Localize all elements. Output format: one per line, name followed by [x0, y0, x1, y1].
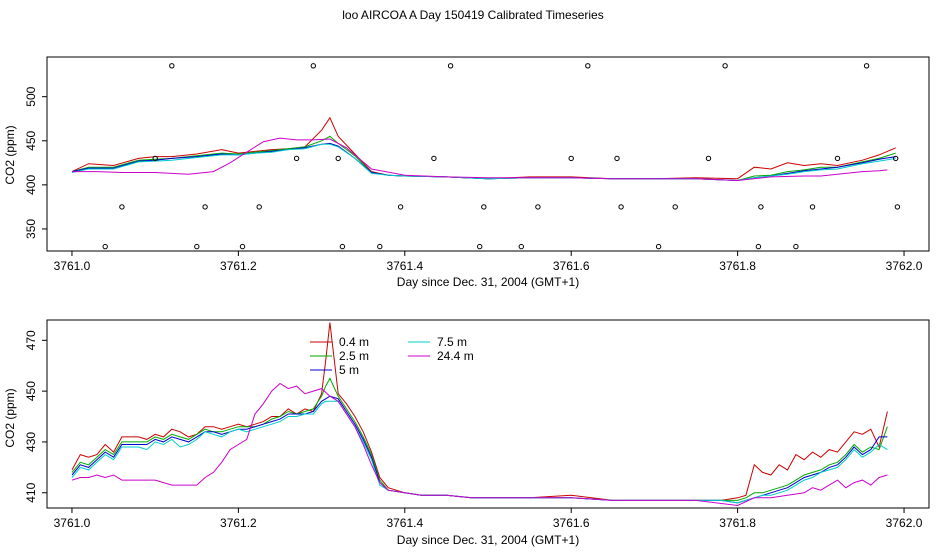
marker-point	[194, 243, 200, 250]
series-line-24-4-mm	[71, 382, 888, 507]
marker-point	[119, 204, 125, 210]
legend-label: 0.4 m	[339, 335, 369, 349]
marker-point	[518, 243, 524, 250]
marker-point	[293, 155, 300, 162]
y-tick-label: 450	[24, 130, 38, 150]
bottom-y-axis-label: CO2 (ppm)	[3, 388, 17, 447]
legend: 0.4 m2.5 m5 m 7.5 m24.4 m	[310, 335, 474, 377]
bottom-plot-frame	[46, 319, 930, 509]
top-y-ticks: 350 400 450 500	[24, 86, 47, 239]
marker-point	[310, 63, 316, 69]
top-x-ticks: 3761.0 3761.2 3761.4 3761.6 3761.8 3762.0	[54, 251, 923, 273]
series-line-0-4-mm	[71, 116, 896, 180]
x-tick-label: 3761.0	[54, 516, 91, 530]
top-markers-group	[102, 63, 901, 250]
x-tick-label: 3762.0	[886, 259, 923, 273]
marker-point	[335, 155, 341, 162]
marker-point	[722, 63, 728, 69]
marker-point	[809, 204, 816, 210]
top-plot-frame	[46, 56, 930, 252]
marker-point	[102, 243, 108, 250]
x-tick-label: 3761.2	[220, 259, 257, 273]
marker-point	[535, 204, 541, 210]
marker-point	[705, 155, 712, 162]
x-tick-label: 3761.8	[719, 259, 756, 273]
marker-point	[614, 155, 620, 162]
legend-label: 7.5 m	[437, 335, 467, 349]
marker-point	[618, 204, 624, 210]
y-tick-label: 400	[24, 175, 38, 195]
bottom-x-axis-label: Day since Dec. 31, 2004 (GMT+1)	[397, 533, 579, 547]
marker-point	[256, 204, 262, 210]
marker-point	[239, 243, 246, 250]
series-line-24-4-mm	[72, 137, 888, 182]
legend-label: 5 m	[339, 363, 359, 377]
y-tick-label: 430	[24, 432, 38, 452]
marker-point	[758, 204, 764, 210]
legend-label: 24.4 m	[437, 349, 474, 363]
y-tick-label: 470	[24, 330, 38, 350]
top-y-axis-label: CO2 (ppm)	[3, 125, 17, 184]
series-line-5-mm	[71, 395, 888, 504]
x-tick-label: 3761.6	[553, 259, 590, 273]
marker-point	[894, 204, 901, 210]
marker-point	[397, 204, 404, 210]
y-tick-label: 410	[24, 482, 38, 502]
x-tick-label: 3762.0	[886, 516, 923, 530]
series-line-7-5-mm	[71, 143, 896, 182]
x-tick-label: 3761.8	[719, 516, 756, 530]
x-tick-label: 3761.0	[54, 259, 91, 273]
marker-point	[893, 155, 899, 162]
marker-point	[793, 243, 799, 250]
x-tick-label: 3761.6	[553, 516, 590, 530]
marker-point	[377, 243, 383, 250]
marker-point	[585, 63, 591, 69]
marker-point	[481, 204, 487, 210]
marker-point	[834, 155, 841, 162]
marker-point	[672, 204, 678, 210]
top-x-axis-label: Day since Dec. 31, 2004 (GMT+1)	[397, 275, 579, 289]
series-line-0-4-mm	[71, 322, 888, 501]
x-tick-label: 3761.4	[386, 516, 423, 530]
marker-point	[568, 155, 574, 162]
y-tick-label: 500	[24, 86, 38, 106]
x-tick-label: 3761.4	[386, 259, 423, 273]
y-tick-label: 450	[24, 381, 38, 401]
marker-point	[477, 243, 483, 250]
x-tick-label: 3761.2	[220, 516, 257, 530]
top-panel: 3761.0 3761.2 3761.4 3761.6 3761.8 3762.0 350…	[3, 56, 930, 289]
chart-title: loo AIRCOA A Day 150419 Calibrated Times…	[342, 8, 603, 22]
bottom-series-group	[71, 322, 888, 507]
marker-point	[152, 155, 158, 162]
top-series-group	[71, 116, 896, 182]
marker-point	[447, 63, 454, 69]
series-line-7-5-mm	[71, 400, 888, 504]
marker-point	[431, 155, 437, 162]
marker-point	[202, 204, 208, 210]
marker-point	[655, 243, 662, 250]
y-tick-label: 350	[24, 219, 38, 239]
marker-point	[169, 63, 175, 69]
marker-point	[339, 243, 346, 250]
bottom-y-ticks: 410 430 450 470	[24, 330, 47, 503]
legend-label: 2.5 m	[339, 349, 369, 363]
bottom-panel: 3761.0 3761.2 3761.4 3761.6 3761.8 3762.0 410…	[3, 319, 930, 547]
series-line-2-5-mm	[71, 377, 888, 501]
marker-point	[755, 243, 762, 250]
marker-point	[863, 63, 870, 69]
bottom-x-ticks: 3761.0 3761.2 3761.4 3761.6 3761.8 3762.0	[54, 508, 923, 530]
